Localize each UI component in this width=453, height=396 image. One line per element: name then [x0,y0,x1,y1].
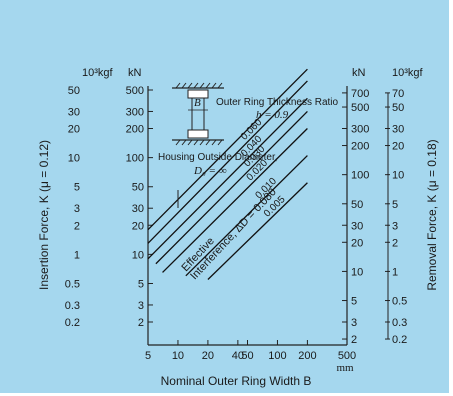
thickness-ratio-value: h = 0.9 [256,109,289,121]
left-kn-tick-label: 200 [126,124,144,136]
right-kn-tick-label: 100 [351,170,369,182]
right-axis-label: Removal Force, K (μ = 0.18) [425,139,439,290]
thickness-ratio-label: Outer Ring Thickness Ratio [216,97,339,108]
right-kgf-tick-label: 2 [392,237,398,249]
left-kn-tick-label: 20 [132,220,144,232]
right-tick-group: 700 500 300 200 100 50 30 20 10 5 3 2 70 50 30 20 10 5 3 2 1… [342,88,407,346]
right-kn-tick-label: 500 [351,102,369,114]
left-kn-tick-label: 10 [132,249,144,261]
right-kgf-unit: 10³kgf [392,67,424,79]
left-kn-tick-label: 300 [126,106,144,118]
series-line [162,128,308,273]
left-kn-tick-label: 2 [138,317,144,329]
left-kgf-tick-label: 20 [68,124,80,136]
ring-diagram: B [172,82,224,146]
right-kgf-tick-label: 50 [392,102,404,114]
right-kn-tick-label: 200 [351,141,369,153]
left-kn-unit: kN [128,67,142,79]
left-kn-tick-label: 50 [132,182,144,194]
x-axis-label: Nominal Outer Ring Width B [161,374,312,388]
right-kn-unit: kN [352,67,366,79]
x-tick-label: 200 [298,350,316,362]
right-kgf-tick-label: 20 [392,141,404,153]
series-line [147,80,308,244]
series-line [207,182,308,280]
left-kgf-tick-label: 0.2 [65,317,80,329]
x-axis-unit: mm [336,362,354,374]
right-kgf-tick-label: 5 [392,199,398,211]
left-kgf-tick-label: 10 [68,153,80,165]
left-kgf-tick-label: 0.3 [65,300,80,312]
right-kn-tick-label: 300 [351,124,369,136]
x-tick-label: 5 [145,350,151,362]
right-kn-tick-label: 20 [351,237,363,249]
left-kgf-tick-label: 30 [68,106,80,118]
x-tick-label: 500 [338,350,356,362]
left-kgf-tick-label: 50 [68,85,80,97]
left-kn-tick-label: 3 [138,300,144,312]
right-kgf-tick-label: 0.5 [392,296,407,308]
left-axis-label: Insertion Force, K (μ = 0.12) [37,140,51,290]
right-kn-tick-label: 3 [351,317,357,329]
left-tick-group: 50 30 20 10 5 3 2 1 0.5 0.3 0.2 500 300 200 100 50 30 20 1… [65,85,153,329]
x-tick-label: 10 [172,350,184,362]
right-kn-tick-label: 2 [351,334,357,346]
left-kgf-tick-label: 0.5 [65,278,80,290]
left-kn-tick-label: 5 [138,278,144,290]
right-kgf-tick-label: 10 [392,170,404,182]
left-kn-tick-label: 100 [126,153,144,165]
effective-interference-label: Effective Interference, ΔD = 0.080 [179,186,279,282]
left-kn-tick-label: 500 [126,85,144,97]
right-kgf-tick-label: 3 [392,220,398,232]
x-tick-label: 20 [202,350,214,362]
x-tick-label: 50 [241,350,253,362]
right-kgf-tick-label: 1 [392,266,398,278]
left-kn-tick-label: 30 [132,203,144,215]
housing-diameter-value: D₀ = ∞ [193,165,227,177]
x-tick-label: 100 [268,350,286,362]
right-kn-tick-label: 700 [351,88,369,100]
width-symbol: B [194,97,201,109]
left-kgf-tick-label: 5 [74,182,80,194]
x-tick-label: 40 [232,350,244,362]
series-line [147,97,308,260]
right-kn-tick-label: 50 [351,199,363,211]
right-kgf-tick-label: 70 [392,88,404,100]
right-kn-tick-label: 5 [351,296,357,308]
left-kgf-tick-label: 3 [74,203,80,215]
left-kgf-tick-label: 2 [74,220,80,232]
right-kgf-tick-label: 0.3 [392,317,407,329]
series-line [185,155,308,277]
right-kn-tick-label: 30 [351,220,363,232]
housing-diameter-label: Housing Outside Diameter, [158,152,278,163]
series-line [147,68,308,231]
left-kgf-tick-label: 1 [74,249,80,261]
right-kgf-tick-label: 30 [392,124,404,136]
series-line [155,111,308,265]
left-kgf-unit: 10³kgf [82,67,114,79]
right-kgf-tick-label: 0.2 [392,334,407,346]
right-kn-tick-label: 10 [351,266,363,278]
